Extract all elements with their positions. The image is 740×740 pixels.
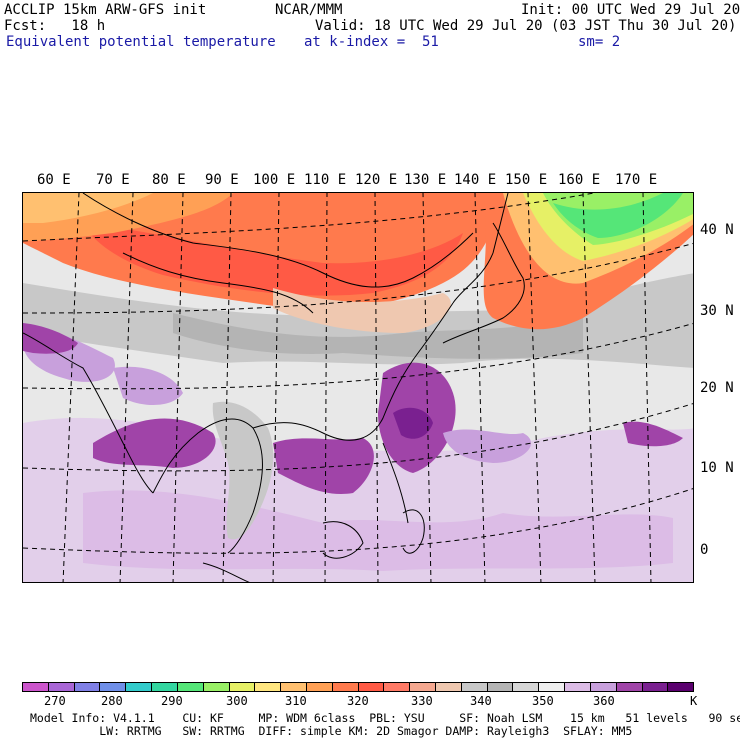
model-title: ACCLIP 15km ARW-GFS init	[4, 2, 207, 18]
colorbar-swatch	[126, 683, 153, 691]
colorbar-label: 300	[226, 694, 248, 708]
colorbar-label: 270	[44, 694, 66, 708]
colorbar-unit: K	[690, 694, 698, 708]
colorbar-swatch	[203, 683, 230, 691]
lon-label: 140 E	[454, 172, 497, 188]
colorbar-swatch	[100, 683, 127, 691]
colorbar-swatch	[642, 683, 669, 691]
field-name: Equivalent potential temperature	[6, 34, 276, 50]
colorbar-swatch	[48, 683, 75, 691]
colorbar-label: 350	[532, 694, 554, 708]
forecast-hour: Fcst: 18 h	[4, 18, 106, 34]
lon-label: 110 E	[304, 172, 347, 188]
lat-label: 10 N	[700, 460, 734, 476]
colorbar-label: 310	[285, 694, 307, 708]
colorbar-swatch	[177, 683, 204, 691]
valid-time: Valid: 18 UTC Wed 29 Jul 20 (03 JST Thu …	[315, 18, 737, 34]
colorbar-swatch	[487, 683, 514, 691]
lon-label: 60 E	[37, 172, 71, 188]
colorbar-swatch	[436, 683, 462, 691]
lon-label: 100 E	[253, 172, 296, 188]
colorbar-swatch	[255, 683, 282, 691]
model-info-line2: LW: RRTMG SW: RRTMG DIFF: simple KM: 2D …	[30, 724, 633, 738]
colorbar-swatch	[152, 683, 178, 691]
colorbar-swatch	[332, 683, 359, 691]
colorbar-swatch	[384, 683, 411, 691]
lat-label: 40 N	[700, 222, 734, 238]
colorbar-swatch	[229, 683, 256, 691]
colorbar-swatch	[668, 683, 694, 691]
colorbar-swatch	[616, 683, 643, 691]
smoothing-label: sm= 2	[578, 34, 621, 50]
colorbar-swatch	[539, 683, 566, 691]
colorbar-swatch	[281, 683, 307, 691]
lon-label: 120 E	[355, 172, 398, 188]
lat-label: 30 N	[700, 303, 734, 319]
colorbar	[22, 682, 694, 692]
lon-label: 80 E	[152, 172, 186, 188]
organization-label: NCAR/MMM	[275, 2, 343, 18]
init-time: Init: 00 UTC Wed 29 Jul 20	[521, 2, 740, 18]
model-info-line1: Model Info: V4.1.1 CU: KF MP: WDM 6class…	[30, 711, 740, 725]
theta-e-map	[22, 192, 694, 583]
lon-label: 170 E	[615, 172, 658, 188]
colorbar-label: 320	[347, 694, 369, 708]
colorbar-label: 290	[161, 694, 183, 708]
colorbar-swatch	[410, 683, 436, 691]
colorbar-swatch	[358, 683, 385, 691]
lon-label: 150 E	[505, 172, 548, 188]
colorbar-swatch	[590, 683, 617, 691]
colorbar-label: 330	[411, 694, 433, 708]
level-label: at k-index = 51	[304, 34, 439, 50]
colorbar-label: 340	[470, 694, 492, 708]
colorbar-swatch	[23, 683, 49, 691]
colorbar-swatch	[565, 683, 591, 691]
lat-label: 20 N	[700, 380, 734, 396]
colorbar-swatch	[74, 683, 101, 691]
lon-label: 130 E	[404, 172, 447, 188]
lon-label: 70 E	[96, 172, 130, 188]
colorbar-swatch	[306, 683, 333, 691]
colorbar-label: 360	[593, 694, 615, 708]
lat-label: 0	[700, 542, 709, 558]
lon-label: 160 E	[558, 172, 601, 188]
colorbar-swatch	[461, 683, 488, 691]
colorbar-label: 280	[101, 694, 123, 708]
lon-label: 90 E	[205, 172, 239, 188]
colorbar-swatch	[513, 683, 540, 691]
